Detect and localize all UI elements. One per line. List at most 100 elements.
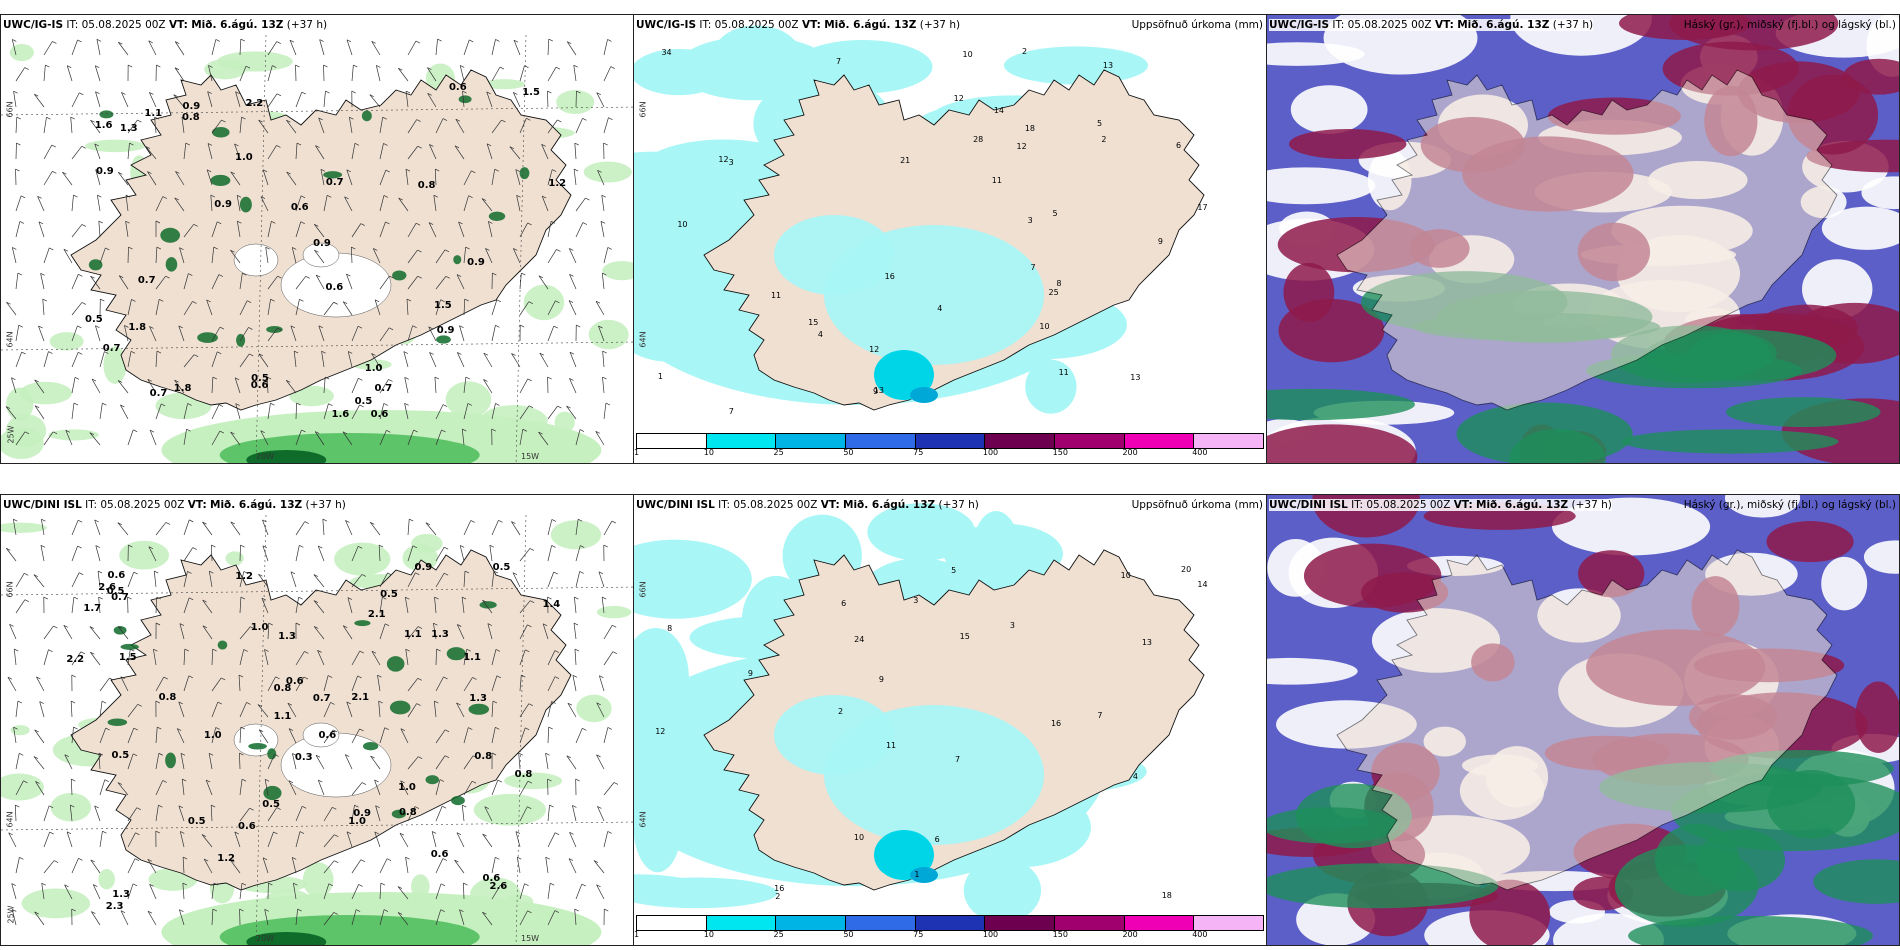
wind-barb — [202, 599, 213, 614]
precip-value-label: 1.6 — [94, 120, 113, 132]
wind-barb-flag — [548, 726, 553, 730]
wind-barb-flag — [444, 729, 450, 733]
wind-barb — [235, 403, 241, 420]
wind-barb — [405, 857, 409, 874]
wind-barb-flag — [417, 275, 422, 279]
wind-barb — [95, 91, 101, 108]
wind-barb — [121, 92, 129, 108]
wind-barb — [491, 169, 496, 186]
wind-barb-flag — [398, 197, 403, 201]
wind-barb-flag — [73, 402, 79, 406]
accum-area-heavy — [874, 350, 934, 400]
clear-sky-area — [1821, 206, 1899, 250]
wind-barb-flag — [384, 727, 389, 731]
wind-barb-flag — [417, 678, 422, 681]
wind-barb-flag — [149, 429, 155, 433]
cloud-mid-area — [1267, 863, 1499, 909]
wind-barb-flag — [459, 325, 464, 328]
wind-barb — [547, 545, 552, 562]
wind-barb — [545, 753, 549, 770]
wind-barb — [117, 380, 129, 394]
wind-barb — [347, 351, 353, 368]
wind-barb — [435, 676, 444, 692]
wind-barb-flag — [513, 248, 518, 251]
wind-barb — [433, 701, 437, 718]
wind-barb-flag — [158, 804, 163, 808]
wind-barb — [234, 831, 241, 848]
wind-barb — [295, 676, 305, 692]
wind-barb — [11, 909, 17, 926]
wind-barb-flag — [53, 625, 58, 629]
wind-barb — [547, 39, 550, 56]
colorbar-swatch — [985, 916, 1056, 930]
precip-value-label: 0.6 — [430, 848, 449, 860]
wind-barb — [211, 677, 222, 692]
wind-barb-flag — [380, 882, 386, 886]
wind-barb-flag — [235, 403, 240, 406]
wind-barb-flag — [600, 220, 606, 224]
wind-barb-flag — [241, 882, 247, 886]
wind-barbs — [5, 38, 615, 446]
wind-barb — [153, 649, 157, 666]
wind-barb — [596, 754, 605, 770]
wind-barb — [603, 727, 609, 744]
colorbar-ticks: 1 10 25 50 75 100 150 200 400 — [634, 930, 1264, 939]
wind-barb — [593, 860, 605, 874]
wind-barb-flag — [518, 752, 523, 756]
wind-barb-flag — [46, 116, 51, 120]
wind-barb-flag — [461, 596, 467, 600]
precip-area — [246, 932, 327, 945]
wind-barb — [572, 675, 577, 692]
wind-barb — [485, 248, 493, 264]
wind-barb-flag — [181, 116, 187, 120]
wind-barb-flag — [612, 651, 618, 654]
wind-barb-flag — [157, 726, 162, 730]
wind-barb-flag — [323, 64, 328, 68]
wind-barb — [435, 883, 442, 900]
accum-value-label: 5 — [951, 566, 957, 576]
wind-barb — [95, 545, 101, 562]
wind-barb-flag — [417, 145, 422, 149]
wind-barb — [429, 352, 437, 368]
wind-barb — [183, 571, 188, 588]
accum-value-label: 9 — [878, 675, 884, 685]
wind-barb-flag — [346, 701, 351, 705]
wind-barb — [596, 92, 605, 108]
wind-barb — [597, 170, 605, 186]
wind-barb-flag — [464, 298, 469, 302]
colorbar-tick-label: 150 — [1052, 930, 1068, 939]
wind-barb — [374, 831, 381, 848]
accum-value-label: 13 — [873, 385, 884, 395]
wind-barb — [211, 326, 221, 342]
wind-barb-flag — [462, 428, 467, 432]
glacier — [302, 242, 340, 268]
wind-barb — [459, 65, 465, 82]
wind-barb — [491, 119, 502, 134]
wind-barb — [459, 909, 465, 926]
wind-barb-flag — [102, 830, 107, 834]
panel-cloud-dini: UWC/DINI ISL IT: 05.08.2025 00Z VT: Mið.… — [1266, 494, 1900, 946]
wind-barb-flag — [541, 144, 546, 147]
wind-barb-flag — [78, 858, 83, 861]
wind-barb-flag — [187, 571, 192, 574]
wind-barb-flag — [277, 327, 282, 331]
wind-barb — [180, 753, 185, 770]
wind-barb-flag — [154, 570, 159, 574]
wind-barb-flag — [127, 64, 133, 68]
wind-barb-flag — [302, 805, 307, 809]
wind-barb — [295, 651, 305, 666]
wind-barb-flag — [5, 406, 11, 409]
wind-barb — [315, 145, 325, 160]
panel-header: UWC/DINI ISL IT: 05.08.2025 00Z VT: Mið.… — [1269, 499, 1612, 511]
wind-barb — [351, 805, 355, 822]
panel-header: UWC/IG-IS IT: 05.08.2025 00Z VT: Mið. 6.… — [636, 19, 961, 31]
wind-barb — [69, 805, 73, 822]
wind-barb-flag — [288, 780, 294, 783]
wind-barb — [317, 545, 325, 562]
wind-barb-flag — [147, 378, 152, 382]
wind-barb-flag — [129, 142, 134, 146]
wind-barb-flag — [317, 650, 322, 653]
wind-barb-flag — [39, 701, 44, 704]
wind-barb-flag — [294, 350, 299, 354]
wind-barb-flag — [235, 91, 240, 94]
